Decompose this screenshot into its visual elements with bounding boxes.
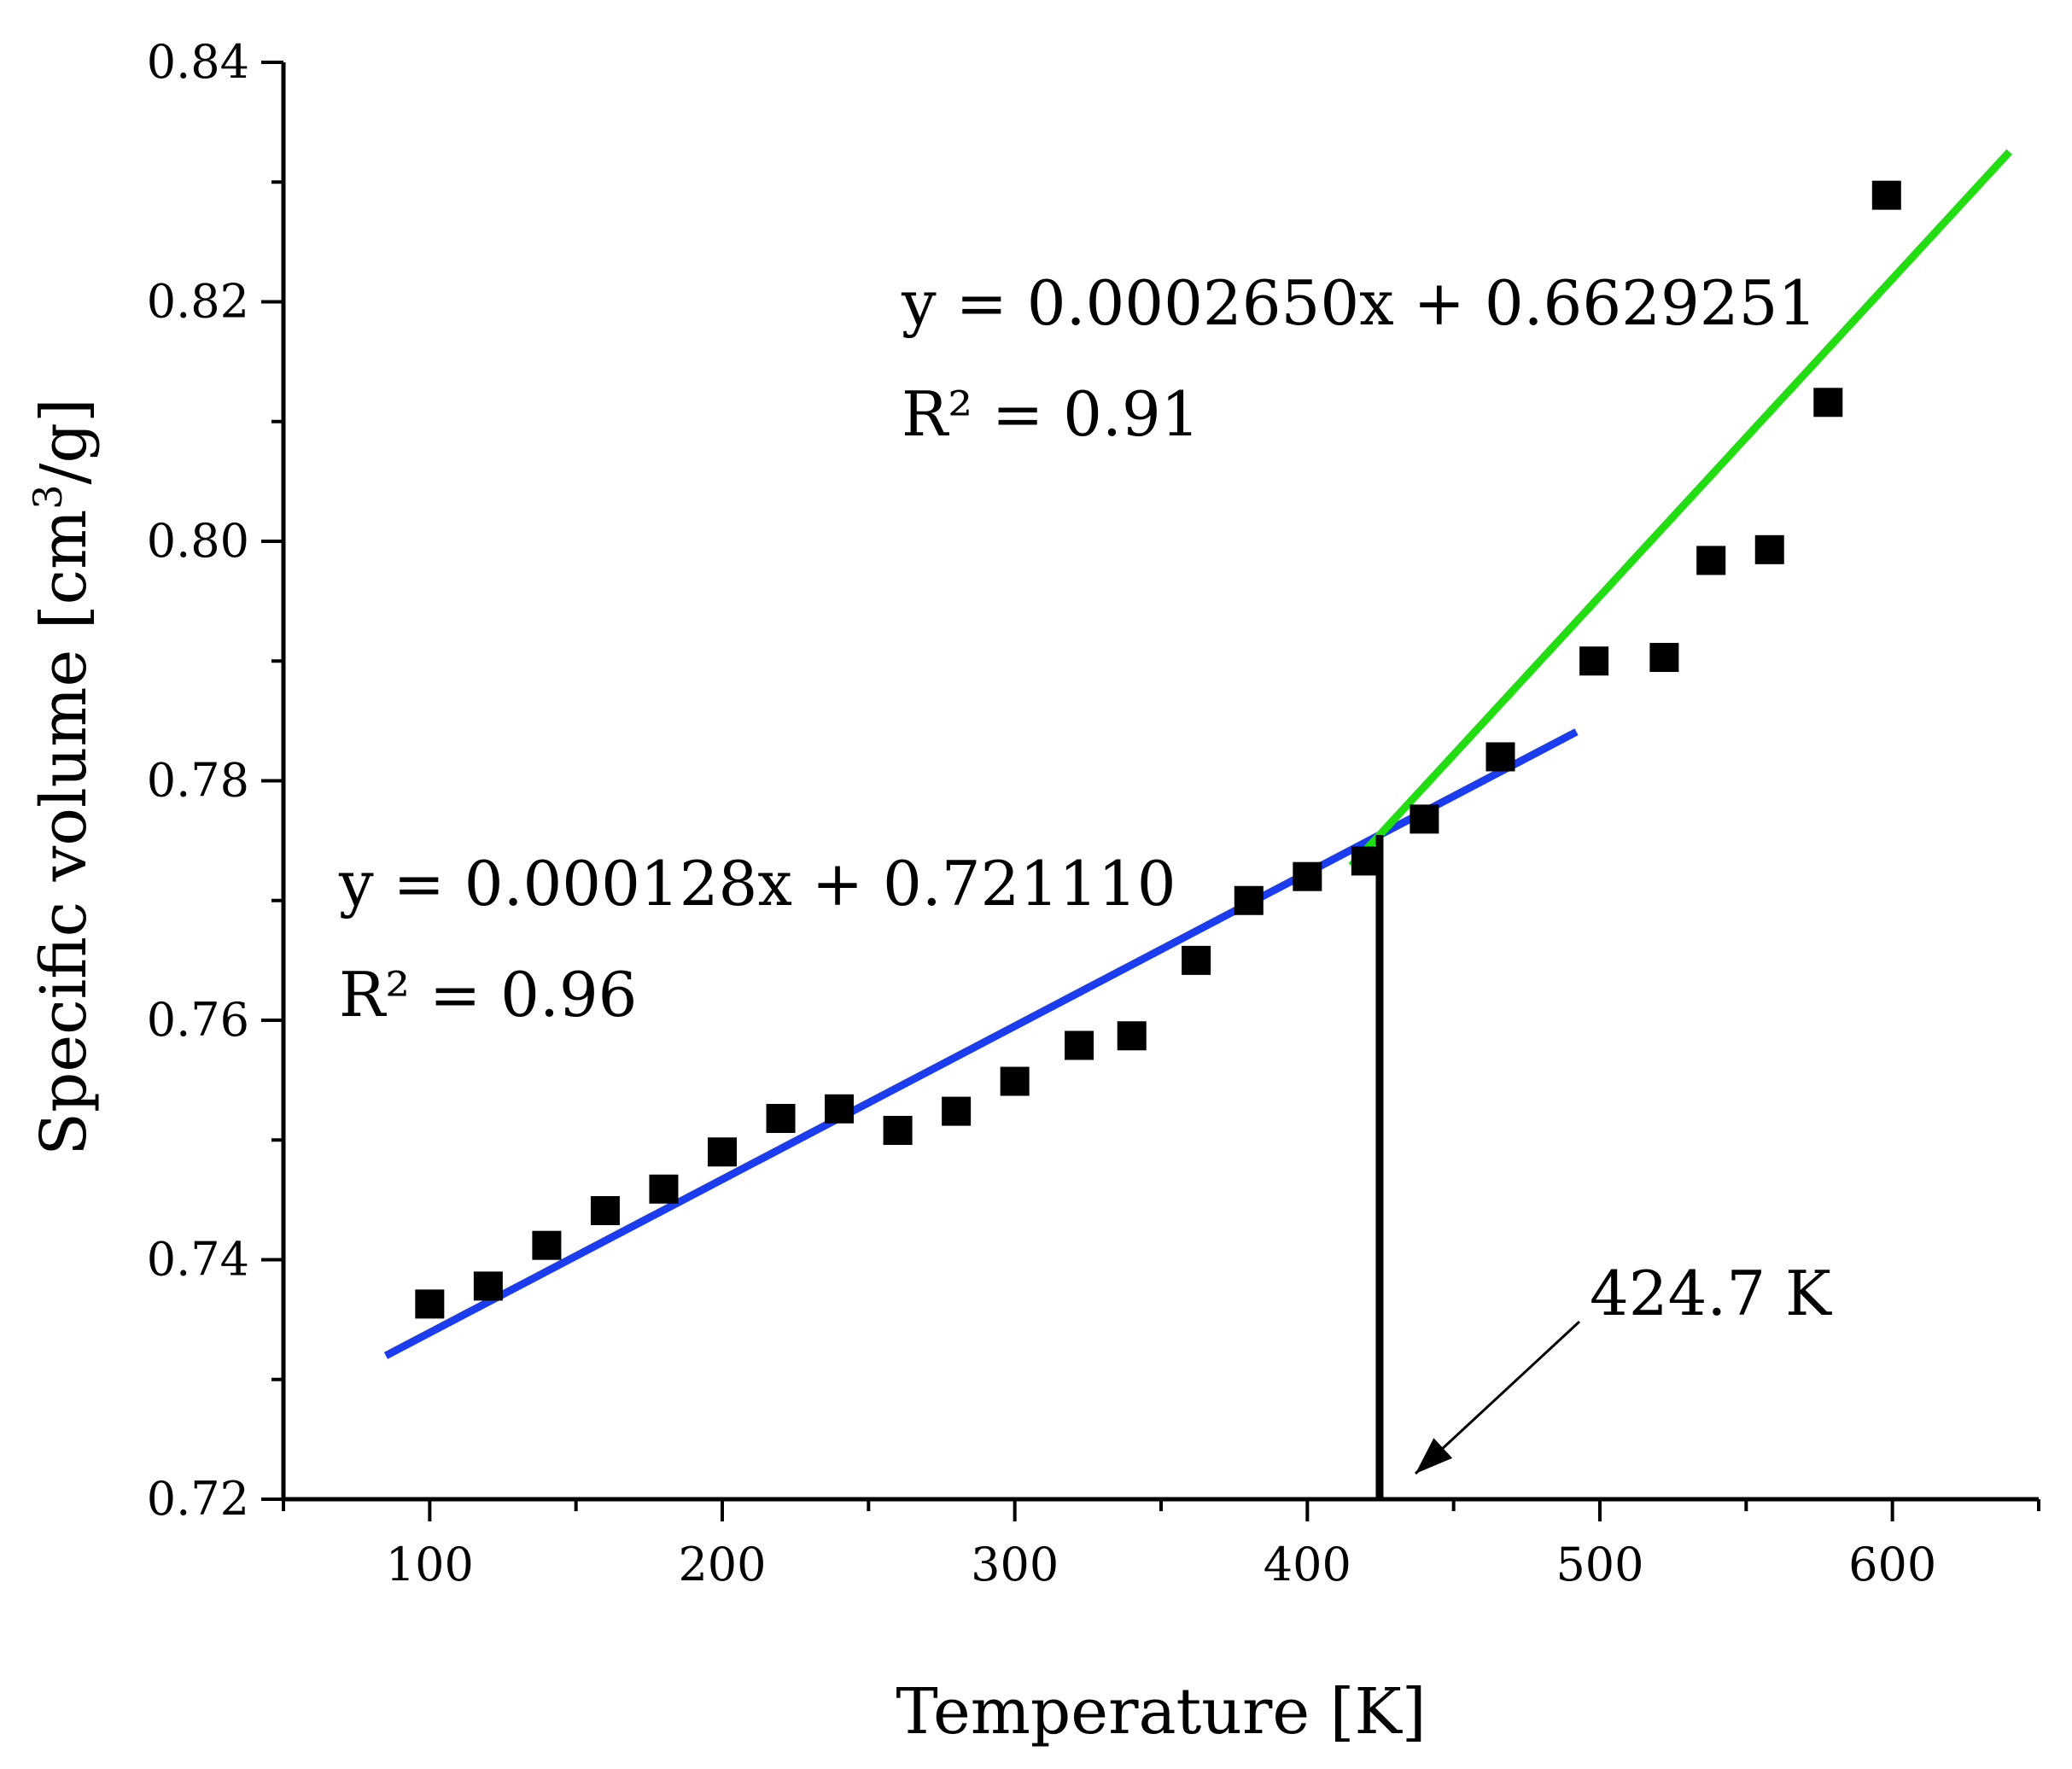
data-point — [1696, 546, 1726, 575]
data-points — [415, 180, 1901, 1319]
x-tick-label: 500 — [1555, 1538, 1643, 1591]
high-fit-equation: y = 0.0002650x + 0.6629251 — [901, 267, 1817, 339]
data-point — [1813, 388, 1843, 417]
y-tick-label: 0.82 — [147, 275, 249, 329]
tick-labels: 100 200 300 400 500 600 0.72 0.74 0.76 0.78 0.80 0.… — [147, 35, 1936, 1591]
y-tick-label: 0.84 — [147, 35, 249, 89]
x-tick-label: 300 — [971, 1538, 1059, 1591]
data-point — [590, 1195, 620, 1225]
data-point — [1293, 861, 1322, 891]
y-tick-label: 0.80 — [147, 514, 249, 568]
data-point — [1485, 742, 1515, 772]
x-tick-label: 400 — [1264, 1538, 1351, 1591]
data-point — [1351, 846, 1380, 876]
y-tick-label: 0.76 — [147, 993, 249, 1047]
data-point — [1065, 1030, 1094, 1060]
data-point — [532, 1230, 562, 1260]
data-point — [1579, 646, 1609, 676]
data-point — [1410, 804, 1439, 834]
low-fit-r2: R² = 0.96 — [339, 959, 638, 1030]
data-point — [1234, 885, 1264, 915]
y-tick-label: 0.72 — [147, 1472, 249, 1526]
data-point — [1649, 643, 1679, 673]
y-axis-title: Specific volume [cm3/g] — [25, 398, 101, 1155]
y-tick-label: 0.74 — [147, 1233, 249, 1287]
x-tick-label: 600 — [1848, 1538, 1936, 1591]
data-point — [473, 1271, 503, 1301]
y-tick-label: 0.78 — [147, 754, 249, 808]
arrow-head — [1415, 1438, 1453, 1474]
data-point — [1117, 1021, 1147, 1051]
y-axis-title-main: Specific volume [cm — [27, 510, 101, 1156]
data-point — [942, 1096, 972, 1126]
data-point — [1182, 945, 1211, 975]
transition-marker — [1375, 835, 1581, 1499]
transition-label: 424.7 K — [1590, 1258, 1832, 1329]
x-tick-label: 200 — [678, 1538, 766, 1591]
y-axis-title-suffix: /g] — [27, 398, 101, 484]
data-point — [825, 1094, 855, 1124]
y-axis-title-superscript: 3 — [25, 484, 71, 509]
data-point — [708, 1137, 737, 1167]
data-point — [415, 1289, 445, 1319]
high-fit-r2: R² = 0.91 — [902, 378, 1200, 450]
data-point — [1871, 180, 1901, 210]
data-point — [1754, 534, 1784, 564]
data-point — [1000, 1066, 1030, 1096]
high-fit-line — [1348, 149, 2013, 869]
data-point — [649, 1174, 679, 1204]
data-point — [766, 1104, 796, 1134]
data-point — [883, 1116, 913, 1146]
x-tick-label: 100 — [386, 1538, 474, 1591]
ticks — [261, 61, 2040, 1521]
low-fit-line — [383, 728, 1579, 1359]
x-axis-title: Temperature [K] — [896, 1675, 1426, 1749]
low-fit-equation: y = 0.000128x + 0.721110 — [338, 848, 1176, 920]
